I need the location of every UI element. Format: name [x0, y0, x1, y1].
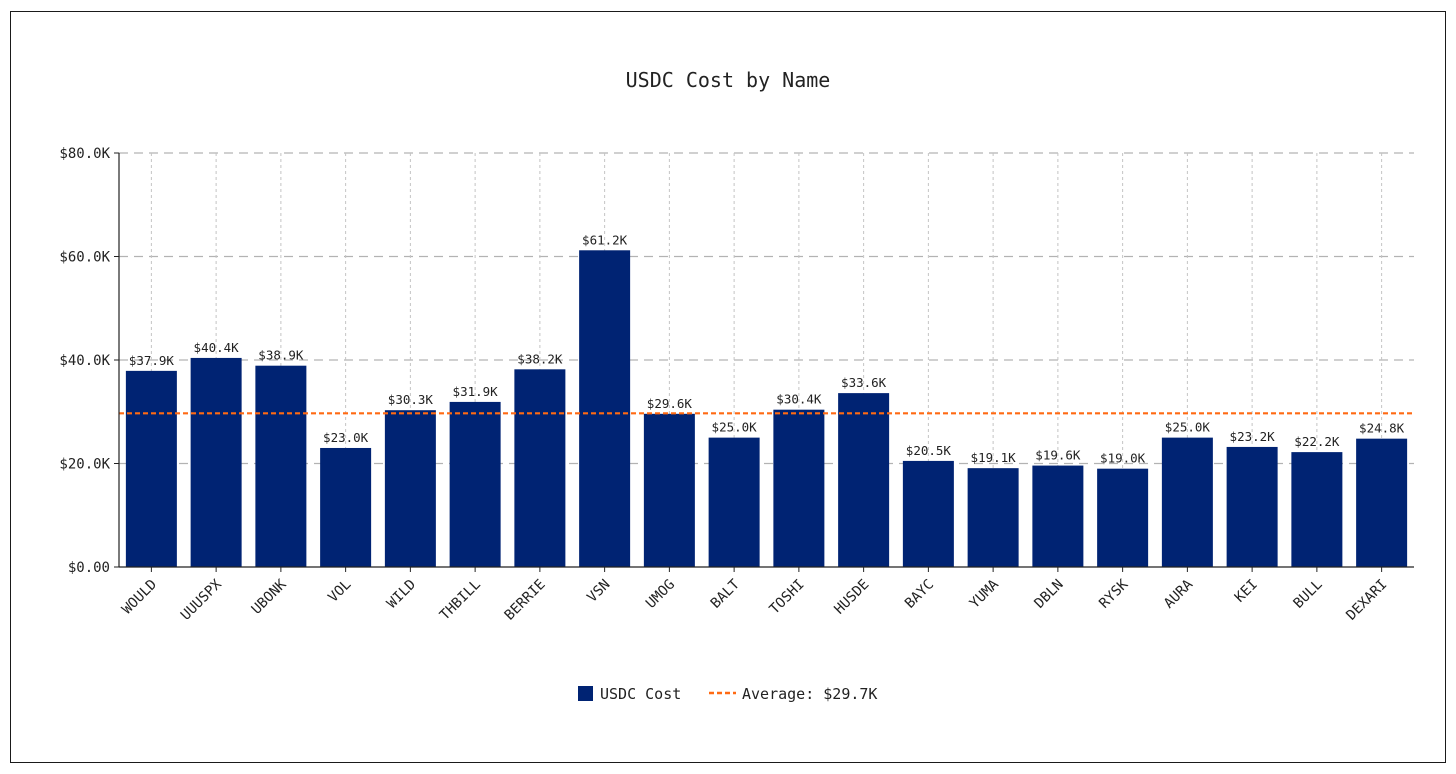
x-tick-label: WOULD	[119, 577, 160, 618]
bar-berrie	[514, 369, 566, 567]
bar-value-label: $30.3K	[388, 392, 434, 407]
y-tick-label: $40.0K	[59, 353, 110, 369]
bar-value-label: $40.4K	[194, 340, 240, 355]
legend-label-usdc-cost: USDC Cost	[600, 685, 681, 703]
bar-value-label: $38.9K	[258, 348, 304, 363]
x-tick-label: AURA	[1161, 576, 1197, 612]
bar-value-label: $24.8K	[1359, 421, 1405, 436]
bar-ubonk	[255, 365, 307, 567]
bar-value-label: $23.2K	[1230, 429, 1276, 444]
x-tick-label: VOL	[325, 577, 354, 606]
bar-would	[125, 370, 177, 567]
x-tick-label: BULL	[1291, 577, 1326, 612]
x-tick-label: KEI	[1232, 577, 1261, 606]
x-tick-label: BERRIE	[502, 577, 549, 624]
bar-vsn	[579, 250, 631, 568]
x-axis-ticks: WOULD UUUSPX UBONK VOL WILD THBILL BERRIE VSN UM…	[119, 567, 1390, 624]
bar-thbill	[449, 401, 501, 567]
x-tick-label: DBLN	[1032, 577, 1067, 612]
bar-value-label: $25.0K	[712, 420, 758, 435]
bar-value-label: $22.2K	[1294, 434, 1340, 449]
x-tick-label: YUMA	[967, 576, 1003, 612]
x-tick-label: UBONK	[249, 576, 291, 618]
x-tick-label: BAYC	[902, 577, 937, 612]
x-tick-label: WILD	[384, 577, 419, 612]
bar-vol	[320, 447, 372, 567]
bar-bayc	[902, 460, 954, 567]
usdc-cost-bar-chart: USDC Cost by Name $37.9K $40.4K $38.9K $23.…	[59, 68, 1414, 703]
x-tick-label: DEXARI	[1343, 577, 1390, 624]
x-tick-label: UUUSPX	[178, 576, 225, 623]
y-tick-label: $60.0K	[59, 250, 110, 266]
bar-kei	[1226, 446, 1278, 567]
bar-value-label: $31.9K	[453, 384, 499, 399]
bar-value-label: $29.6K	[647, 396, 693, 411]
x-tick-label: RYSK	[1096, 576, 1132, 612]
bar-yuma	[967, 468, 1019, 567]
y-tick-label: $20.0K	[59, 457, 110, 473]
x-tick-label: TOSHI	[767, 577, 808, 618]
bar-value-label: $38.2K	[517, 351, 563, 366]
chart-frame: USDC Cost by Name $37.9K $40.4K $38.9K $23.…	[10, 11, 1446, 763]
bar-husde	[838, 393, 890, 567]
bar-value-labels: $37.9K $40.4K $38.9K $23.0K $30.3K $31.9K $38.…	[129, 232, 1405, 465]
y-tick-label: $0.00	[68, 560, 110, 576]
bars-group	[125, 250, 1408, 568]
bar-value-label: $19.1K	[971, 450, 1017, 465]
bar-umog	[643, 413, 695, 567]
bar-value-label: $30.4K	[776, 392, 822, 407]
chart-title: USDC Cost by Name	[626, 68, 831, 92]
legend-swatch-usdc-cost	[578, 686, 593, 701]
grid-lines	[119, 152, 1414, 567]
x-tick-label: VSN	[584, 577, 613, 606]
bar-uuuspx	[190, 357, 242, 567]
bar-bull	[1291, 452, 1343, 567]
bar-value-label: $19.0K	[1100, 451, 1146, 466]
bar-value-label: $37.9K	[129, 353, 175, 368]
bar-toshi	[773, 409, 825, 567]
legend-label-average: Average: $29.7K	[742, 685, 877, 703]
bar-value-label: $33.6K	[841, 375, 887, 390]
x-tick-label: UMOG	[643, 577, 678, 612]
bar-wild	[384, 410, 436, 567]
legend: USDC Cost Average: $29.7K	[578, 685, 877, 703]
bar-aura	[1161, 437, 1213, 567]
bar-value-label: $61.2K	[582, 232, 628, 247]
x-tick-label: HUSDE	[831, 577, 872, 618]
bar-dexari	[1356, 438, 1408, 567]
x-tick-label: THBILL	[437, 577, 484, 624]
y-tick-label: $80.0K	[59, 146, 110, 162]
bar-value-label: $25.0K	[1165, 420, 1211, 435]
bar-value-label: $19.6K	[1035, 448, 1081, 463]
x-tick-label: BALT	[708, 576, 744, 612]
bar-balt	[708, 437, 760, 567]
bar-rysk	[1097, 468, 1149, 567]
y-axis-ticks: $0.00 $20.0K $40.0K $60.0K $80.0K	[59, 146, 119, 576]
bar-value-label: $23.0K	[323, 430, 369, 445]
bar-value-label: $20.5K	[906, 443, 952, 458]
bar-dbln	[1032, 465, 1084, 567]
